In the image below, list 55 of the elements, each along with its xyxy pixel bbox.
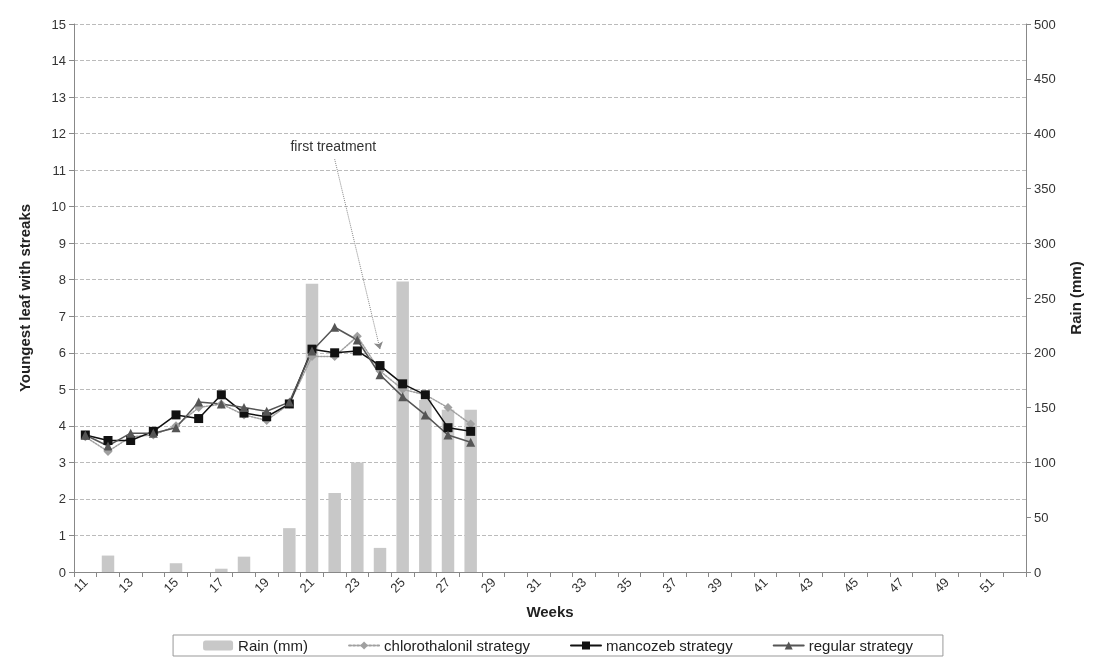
y2-tick-label: 400 [1034,126,1056,142]
y2-tick-label: 500 [1034,16,1056,32]
x-tick-label: 33 [568,574,590,596]
y2-tick-label: 150 [1034,400,1056,416]
x-tick-label: 43 [795,574,816,596]
x-axis-title: Weeks [526,603,574,620]
y-tick-label: 14 [51,53,66,69]
y-tick-label: 11 [52,162,66,178]
x-tick-label: 19 [251,574,272,596]
x-tick-label: 51 [976,574,998,596]
y2-tick-label: 100 [1034,454,1056,470]
x-tick-label: 17 [205,574,227,596]
x-tick-label: 41 [749,574,771,596]
legend-label: regular strategy [808,637,914,654]
y2-axis-title: Rain (mm) [1067,261,1084,335]
y2-tick-label: 450 [1034,71,1056,87]
x-tick-label: 15 [160,574,182,596]
y-tick-label: 0 [58,564,66,580]
annotation: first treatment [290,138,377,155]
x-tick-label: 25 [387,574,408,596]
x-tick-label: 13 [115,574,136,596]
legend-label: chlorothalonil strategy [384,637,531,654]
y-tick-label: 15 [51,16,66,32]
y2-tick-label: 50 [1034,509,1049,525]
x-tick-label: 49 [931,574,952,596]
y-tick-label: 5 [58,381,66,397]
y-tick-label: 3 [58,454,66,470]
y2-tick-label: 200 [1034,345,1056,361]
x-tick-label: 35 [613,574,635,596]
x-tick-label: 27 [432,574,454,596]
x-tick-label: 21 [296,574,318,596]
y2-tick-label: 250 [1034,290,1056,306]
y-tick-label: 6 [58,345,66,361]
y-tick-label: 1 [58,527,66,543]
legend-label: mancozeb strategy [605,637,734,654]
x-tick-label: 39 [704,574,726,596]
x-tick-label: 37 [659,574,680,596]
x-tick-label: 45 [840,574,862,596]
legend-label: Rain (mm) [238,637,309,654]
x-tick-label: 31 [523,574,544,596]
y-tick-label: 9 [58,235,66,251]
y-axis-title: Youngest leaf with streaks [16,203,33,393]
x-tick-label: 47 [885,574,907,596]
y-tick-label: 2 [58,491,66,507]
y-tick-label: 12 [51,126,66,142]
y-tick-label: 13 [51,89,66,105]
x-tick-label: 23 [341,574,363,596]
y2-tick-label: 0 [1034,564,1042,580]
x-tick-label: 29 [477,574,499,596]
y-tick-label: 7 [58,308,66,324]
y2-tick-label: 350 [1034,180,1056,196]
y2-tick-label: 300 [1034,235,1056,251]
y-tick-label: 4 [58,418,66,434]
y-tick-label: 8 [58,272,66,288]
y-tick-label: 10 [51,199,66,215]
